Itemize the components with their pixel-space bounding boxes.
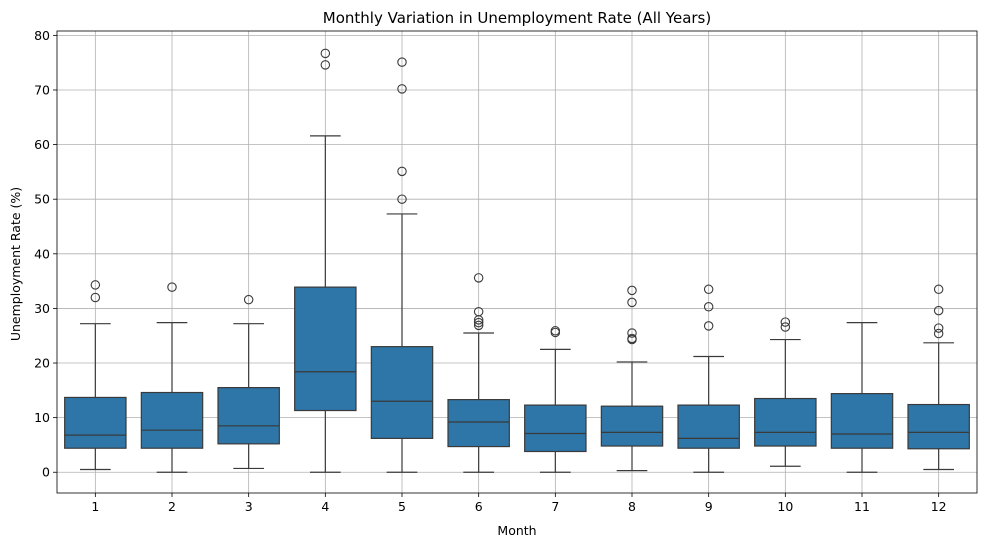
x-tick-label: 12	[931, 499, 947, 514]
outlier-point	[397, 166, 407, 177]
box-month-10	[754, 317, 817, 467]
y-tick-label: 10	[34, 410, 50, 425]
x-tick-label: 6	[475, 499, 483, 514]
outlier-point	[780, 317, 791, 327]
x-axis-label: Month	[497, 523, 536, 538]
outlier-point	[703, 302, 714, 312]
outlier-point	[627, 333, 637, 344]
x-tick-label: 7	[551, 499, 559, 514]
outlier-point	[933, 328, 944, 339]
box-month-4	[294, 48, 357, 473]
x-tick-label: 1	[91, 499, 99, 514]
plot-frame	[56, 30, 978, 494]
box-month-5	[370, 57, 434, 473]
y-tick-label: 0	[42, 465, 50, 480]
chart-title: Monthly Variation in Unemployment Rate (…	[323, 9, 711, 27]
outlier-point	[320, 48, 331, 59]
outlier-point	[703, 321, 714, 331]
box-month-9	[677, 284, 740, 473]
y-tick-label: 80	[34, 28, 50, 43]
iqr-box	[370, 346, 434, 439]
iqr-box	[294, 286, 357, 412]
outlier-point	[167, 282, 177, 292]
outlier-point	[320, 60, 331, 70]
iqr-box	[754, 397, 817, 447]
box-month-3	[217, 294, 280, 470]
x-tick-label: 3	[245, 499, 253, 514]
iqr-box	[677, 404, 740, 449]
y-tick-label: 50	[34, 192, 50, 207]
outlier-point	[397, 194, 407, 204]
iqr-box	[524, 404, 587, 453]
box-month-6	[447, 273, 510, 473]
iqr-box	[217, 387, 280, 445]
y-tick-label: 70	[34, 82, 50, 97]
outlier-point	[627, 285, 637, 296]
outlier-point	[473, 306, 484, 317]
x-tick-label: 2	[168, 499, 176, 514]
y-tick-label: 30	[34, 301, 50, 316]
outlier-point	[473, 317, 484, 328]
y-axis-label: Unemployment Rate (%)	[8, 187, 23, 341]
outlier-point	[243, 294, 254, 305]
outlier-point	[703, 284, 714, 295]
outlier-point	[627, 328, 637, 338]
outlier-point	[473, 273, 484, 283]
iqr-box	[600, 405, 664, 447]
x-tick-label: 5	[398, 499, 406, 514]
box-month-1	[64, 280, 127, 471]
outlier-point	[473, 320, 484, 331]
outlier-point	[90, 292, 101, 303]
x-tick-label: 9	[705, 499, 713, 514]
outlier-point	[780, 322, 791, 332]
box-month-2	[140, 282, 204, 473]
box-month-8	[600, 285, 664, 472]
outlier-point	[933, 323, 944, 333]
x-tick-label: 4	[321, 499, 329, 514]
outlier-point	[397, 84, 407, 94]
iqr-box	[64, 396, 127, 449]
iqr-box	[907, 403, 970, 450]
x-tick-label: 10	[777, 499, 793, 514]
outlier-point	[397, 57, 407, 67]
iqr-box	[140, 391, 204, 449]
y-tick-label: 40	[34, 246, 50, 261]
outlier-point	[90, 280, 101, 290]
boxes	[64, 48, 970, 473]
outlier-point	[933, 305, 944, 316]
iqr-box	[830, 393, 894, 449]
outlier-point	[550, 326, 561, 336]
box-month-7	[524, 326, 587, 473]
box-month-12	[907, 284, 970, 471]
x-tick-label: 11	[854, 499, 870, 514]
outlier-point	[627, 297, 637, 308]
box-month-11	[830, 322, 894, 473]
outlier-point	[933, 284, 944, 295]
y-tick-label: 60	[34, 137, 50, 152]
y-tick-label: 20	[34, 356, 50, 371]
iqr-box	[447, 399, 510, 448]
x-tick-label: 8	[628, 499, 636, 514]
